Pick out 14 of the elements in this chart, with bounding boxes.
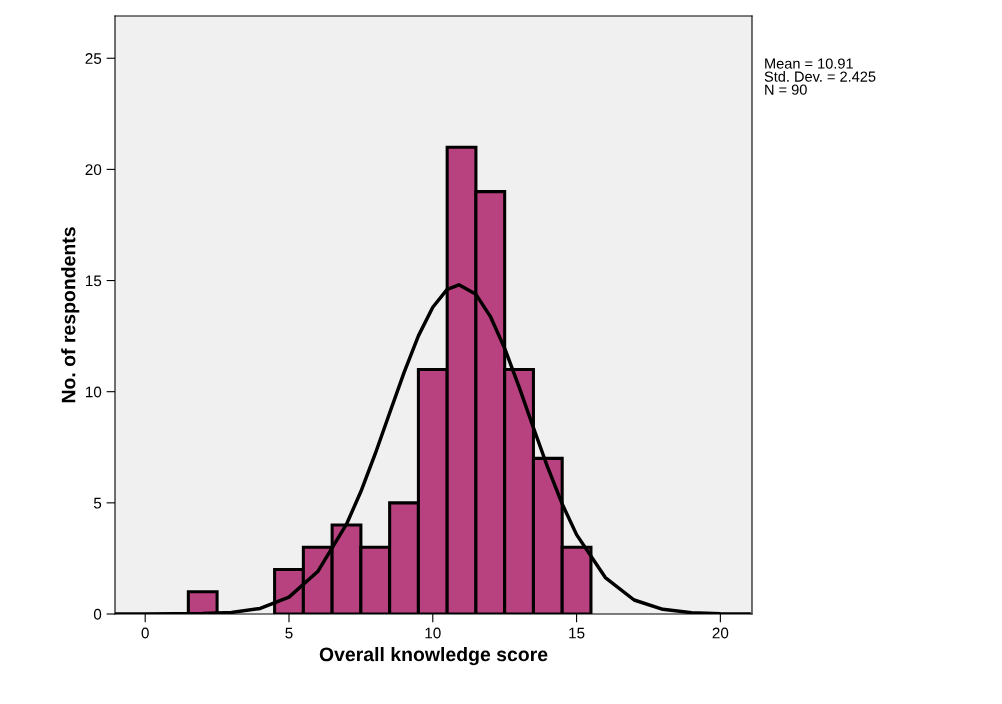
y-tick-label: 25 xyxy=(85,53,102,64)
x-tick-label: 0 xyxy=(141,627,149,639)
y-tick-label: 10 xyxy=(85,386,102,398)
y-tick-label: 20 xyxy=(85,164,102,176)
x-tick-label: 15 xyxy=(569,627,585,639)
y-tick-label: 5 xyxy=(93,497,102,509)
y-axis-title: No. of respondents xyxy=(61,227,80,403)
x-tick-label: 5 xyxy=(285,627,293,639)
y-tick-label: 15 xyxy=(85,275,102,287)
text: Mean = 10.91 Std. Dev. = 2.425 N = 90 xyxy=(764,58,876,95)
y-tick-label: 0 xyxy=(93,608,102,620)
x-axis-title: Overall knowledge score xyxy=(319,646,548,666)
x-tick-label: 10 xyxy=(425,627,441,639)
x-tick-label: 20 xyxy=(712,627,729,639)
